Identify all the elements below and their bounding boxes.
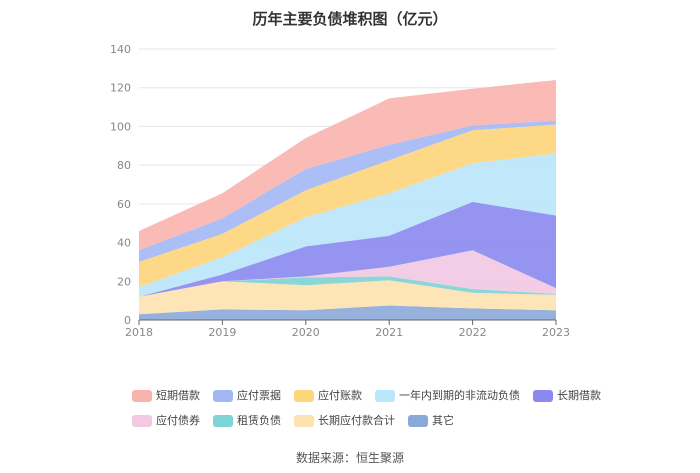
legend-item[interactable]: 应付账款 xyxy=(294,387,362,403)
y-tick-label: 40 xyxy=(117,237,131,250)
legend-swatch xyxy=(294,389,314,402)
x-tick-label: 2020 xyxy=(292,326,320,339)
x-tick-label: 2022 xyxy=(459,326,487,339)
chart-legend: 短期借款 应付票据 应付账款 一年内到期的非流动负债 长期借款应付债券 租赁负债 长期应付款… xyxy=(132,384,602,434)
area-series-长期借款 xyxy=(139,201,556,297)
legend-label: 短期借款 xyxy=(156,388,200,402)
chart-title: 历年主要负债堆积图（亿元） xyxy=(252,10,448,28)
area-series-其它 xyxy=(139,305,556,320)
legend-label: 应付账款 xyxy=(318,388,362,402)
y-tick-label: 80 xyxy=(117,159,131,172)
x-tick-label: 2019 xyxy=(208,326,236,339)
legend-item[interactable]: 一年内到期的非流动负债 xyxy=(375,387,520,403)
legend-label: 长期应付款合计 xyxy=(318,413,395,427)
y-tick-label: 0 xyxy=(124,314,131,327)
y-tick-label: 140 xyxy=(110,43,131,56)
legend-label: 长期借款 xyxy=(557,388,601,402)
legend-item[interactable]: 其它 xyxy=(408,412,454,428)
area-series-短期借款 xyxy=(139,80,556,251)
legend-swatch xyxy=(375,389,395,402)
legend-swatch xyxy=(533,389,553,402)
area-series-长期应付款合计 xyxy=(139,280,556,315)
x-tick-label: 2018 xyxy=(125,326,153,339)
legend-label: 租赁负债 xyxy=(237,413,281,427)
legend-swatch xyxy=(408,414,428,427)
x-tick-label: 2023 xyxy=(542,326,570,339)
y-tick-label: 120 xyxy=(110,82,131,95)
data-source: 数据来源：恒生聚源 xyxy=(295,451,404,465)
x-tick-label: 2021 xyxy=(375,326,403,339)
area-series-应付账款 xyxy=(139,124,556,288)
legend-label: 应付债券 xyxy=(156,413,200,427)
legend-item[interactable]: 应付票据 xyxy=(213,387,281,403)
legend-row: 短期借款 应付票据 应付账款 一年内到期的非流动负债 长期借款 xyxy=(132,384,602,404)
legend-swatch xyxy=(132,389,152,402)
legend-item[interactable]: 长期借款 xyxy=(533,387,601,403)
legend-swatch xyxy=(132,414,152,427)
y-tick-label: 20 xyxy=(117,275,131,288)
area-series-应付债券 xyxy=(139,250,556,297)
legend-swatch xyxy=(294,414,314,427)
stacked-area-chart: 0 20 40 60 80 100 120 140 2018 2019 2020 2021 2022 20… xyxy=(110,43,570,339)
legend-label: 一年内到期的非流动负债 xyxy=(399,388,520,402)
axes: 0 20 40 60 80 100 120 140 2018 2019 2020 2021 2022 20… xyxy=(110,43,570,339)
legend-item[interactable]: 短期借款 xyxy=(132,387,200,403)
legend-swatch xyxy=(213,389,233,402)
area-series-应付票据 xyxy=(139,120,556,262)
y-tick-label: 100 xyxy=(110,120,131,133)
legend-label: 应付票据 xyxy=(237,388,281,402)
area-series xyxy=(139,80,556,320)
legend-label: 其它 xyxy=(432,413,454,427)
legend-row: 应付债券 租赁负债 长期应付款合计 其它 xyxy=(132,409,602,429)
legend-item[interactable]: 应付债券 xyxy=(132,412,200,428)
y-tick-label: 60 xyxy=(117,198,131,211)
legend-item[interactable]: 租赁负债 xyxy=(213,412,281,428)
legend-item[interactable]: 长期应付款合计 xyxy=(294,412,395,428)
legend-swatch xyxy=(213,414,233,427)
area-series-一年内到期的非流动负债 xyxy=(139,153,556,297)
area-series-租赁负债 xyxy=(139,276,556,297)
